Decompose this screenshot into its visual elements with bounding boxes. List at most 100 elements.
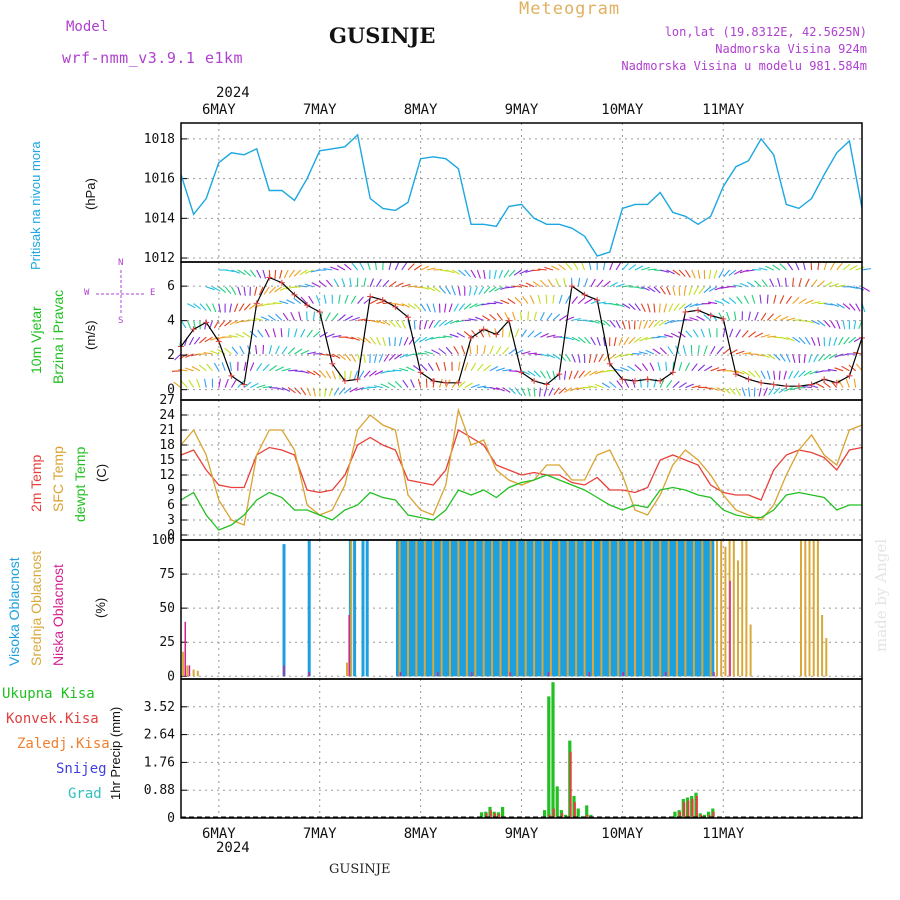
wind-arrow bbox=[478, 329, 485, 338]
wind-speed-marker bbox=[669, 369, 676, 376]
wind-arrow bbox=[779, 263, 787, 271]
wind-speed-marker bbox=[682, 309, 689, 316]
wind-arrow bbox=[325, 370, 332, 379]
wind-arrow bbox=[716, 346, 724, 355]
year-top: 2024 bbox=[216, 85, 250, 101]
wind-arrow bbox=[708, 286, 718, 292]
wind-arrow bbox=[290, 311, 296, 321]
conv-precip-bar bbox=[695, 795, 698, 818]
wind-arrow bbox=[468, 345, 472, 355]
wind-arrow bbox=[714, 286, 724, 291]
high-cloud-bar bbox=[597, 540, 601, 677]
wind-arrow bbox=[641, 266, 651, 271]
wind-arrow bbox=[708, 301, 718, 305]
wind-arrow bbox=[262, 386, 272, 389]
mid-cloud-bar bbox=[804, 540, 807, 677]
wind-arrow bbox=[672, 269, 681, 276]
wind-arrow bbox=[255, 345, 258, 355]
high-cloud-bar bbox=[681, 540, 685, 677]
wind-arrow bbox=[394, 261, 400, 271]
pressure-tick-label: 1014 bbox=[144, 211, 175, 226]
wind-arrow bbox=[330, 266, 339, 271]
mid-cloud-bar bbox=[549, 540, 552, 677]
wind-arrow bbox=[804, 278, 810, 288]
high-cloud-bar bbox=[707, 540, 711, 677]
high-cloud-bar bbox=[307, 540, 311, 677]
wind-arrow bbox=[677, 331, 686, 338]
wind-arrow bbox=[786, 317, 796, 321]
compass-north: N bbox=[118, 258, 124, 268]
high-cloud-bar bbox=[361, 540, 365, 677]
wind-arrow bbox=[275, 366, 284, 372]
wind-arrow bbox=[464, 269, 472, 278]
high-cloud-bar bbox=[435, 540, 439, 677]
wind-arrow bbox=[457, 361, 461, 371]
wind-arrow bbox=[260, 316, 270, 321]
wind-arrow bbox=[188, 379, 195, 388]
mid-cloud-bar bbox=[350, 540, 353, 677]
wind-arrow bbox=[281, 367, 291, 372]
total-precip-bar bbox=[480, 812, 484, 818]
wind-arrow bbox=[628, 264, 637, 271]
wind-arrow bbox=[543, 387, 548, 397]
wind-arrow bbox=[451, 269, 461, 275]
wind-arrow bbox=[306, 311, 308, 321]
conv-precip-bar bbox=[561, 813, 564, 818]
high-cloud-bar bbox=[471, 540, 475, 677]
wind-arrow bbox=[458, 303, 466, 311]
wind-arrow bbox=[426, 267, 436, 271]
wind-arrow bbox=[664, 334, 673, 338]
wind-arrow bbox=[468, 286, 472, 296]
wind-arrow bbox=[779, 353, 786, 362]
wind-arrow bbox=[723, 269, 730, 278]
wind-arrow bbox=[243, 381, 252, 389]
wind-arrow bbox=[648, 320, 655, 329]
wind-arrow bbox=[229, 303, 232, 313]
wind-arrow bbox=[196, 378, 201, 388]
mid-cloud-bar bbox=[617, 540, 620, 677]
wind-arrow bbox=[689, 303, 699, 308]
high-cloud-bar bbox=[593, 540, 597, 677]
wind-arrow bbox=[741, 387, 746, 397]
wind-speed-marker bbox=[619, 376, 626, 383]
wind-arrow bbox=[344, 263, 352, 271]
wind-arrow bbox=[351, 262, 358, 271]
wind-arrow bbox=[539, 312, 545, 321]
cloud-tick-label: 75 bbox=[159, 567, 175, 582]
wind-arrow bbox=[229, 361, 232, 371]
high-cloud-bar bbox=[425, 540, 429, 677]
wind-arrow bbox=[773, 370, 776, 380]
wind-arrow bbox=[413, 336, 421, 344]
wind-arrow bbox=[746, 281, 756, 288]
wind-arrow bbox=[504, 312, 510, 321]
total-precip-bar bbox=[564, 814, 568, 818]
wind-arrow bbox=[254, 286, 258, 296]
wind-arrow bbox=[777, 277, 781, 287]
wind-arrow bbox=[476, 269, 481, 279]
wind-arrow bbox=[638, 351, 648, 355]
wind-arrow bbox=[200, 265, 208, 270]
wind-arrow bbox=[267, 314, 276, 321]
wind-arrow bbox=[615, 283, 625, 288]
wind-speed-marker bbox=[203, 319, 210, 326]
wind-speed-marker bbox=[732, 371, 739, 378]
wind-arrow bbox=[344, 353, 352, 362]
wind-arrow bbox=[375, 336, 382, 346]
wind-arrow bbox=[683, 303, 693, 309]
wind-arrow bbox=[522, 295, 529, 304]
wind-arrow bbox=[785, 295, 792, 304]
wind-arrow bbox=[573, 370, 579, 379]
wind-arrow bbox=[451, 380, 459, 388]
wind-arrow bbox=[666, 286, 671, 296]
wind-arrow bbox=[206, 286, 215, 291]
conv-precip-bar bbox=[485, 813, 488, 818]
mid-cloud-bar bbox=[533, 540, 536, 677]
wind-arrow bbox=[722, 328, 726, 338]
wind-speed-marker bbox=[316, 309, 323, 316]
wind-arrow bbox=[483, 364, 492, 372]
mid-cloud-bar bbox=[499, 540, 502, 677]
high-cloud-bar bbox=[452, 540, 456, 677]
wind-arrow bbox=[634, 265, 644, 271]
wind-arrow bbox=[734, 269, 743, 275]
